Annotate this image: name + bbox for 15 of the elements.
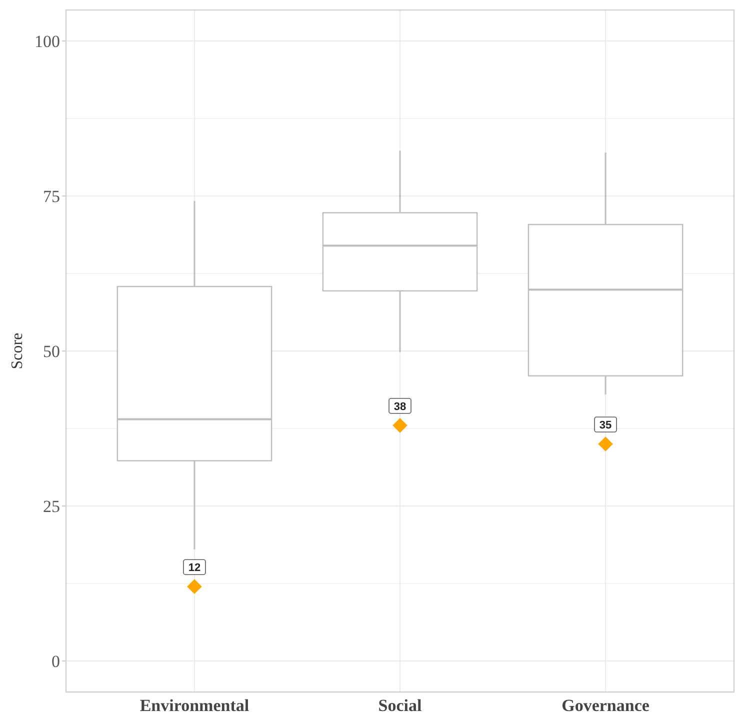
y-axis-title: Score <box>9 332 26 370</box>
y-tick-label: 0 <box>52 652 60 671</box>
x-tick-label: Governance <box>562 696 650 715</box>
point <box>392 418 408 433</box>
data-label: 38 <box>394 400 406 413</box>
x-tick-label: Environmental <box>140 696 250 715</box>
y-tick-label: 100 <box>34 32 60 51</box>
point <box>598 436 613 452</box>
x-tick-label: Social <box>378 696 422 715</box>
y-tick-label: 50 <box>43 342 60 361</box>
data-label: 12 <box>188 562 201 574</box>
data-label: 35 <box>599 420 612 432</box>
point <box>187 579 202 594</box>
y-tick-label: 75 <box>43 186 60 206</box>
y-tick-label: 25 <box>43 496 60 516</box>
